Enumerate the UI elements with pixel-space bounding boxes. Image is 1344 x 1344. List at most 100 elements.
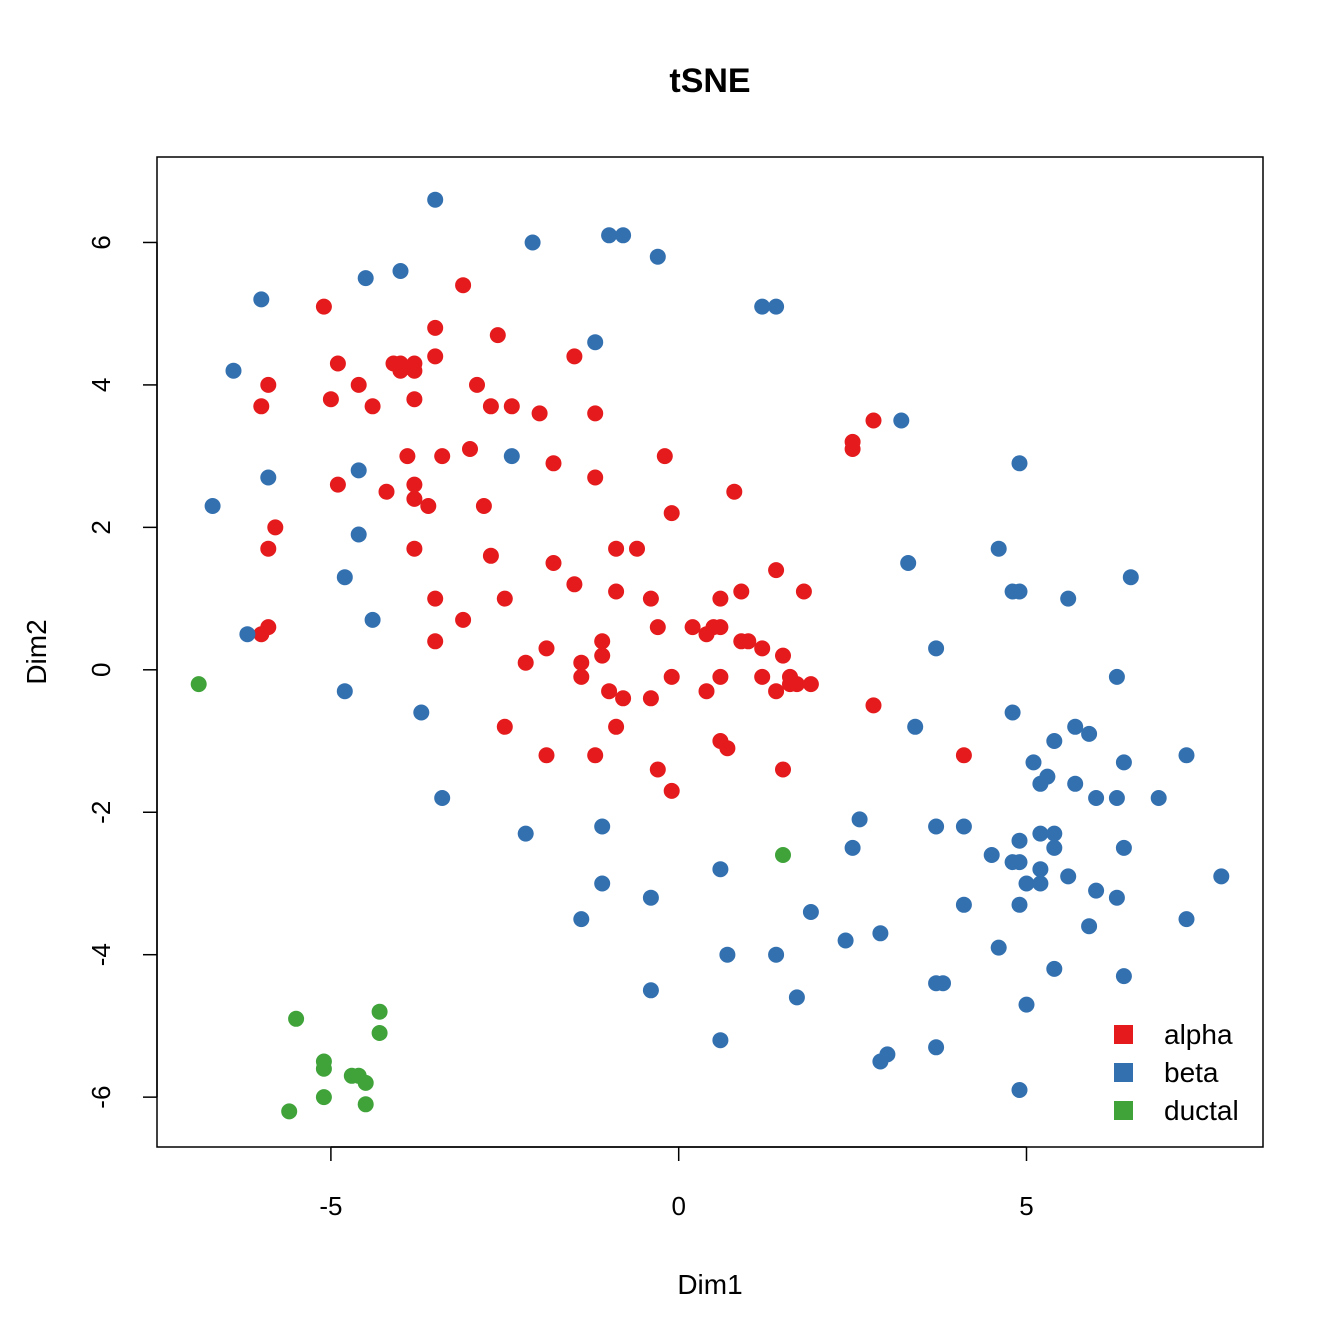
point-beta [935,975,951,992]
point-alpha [955,747,972,764]
point-beta [893,412,910,429]
x-axis: -5 0 5 [319,1146,1034,1221]
point-alpha [420,498,437,514]
point-beta [1088,882,1105,899]
point-beta [1018,875,1035,892]
point-alpha [795,583,812,600]
point-alpha [573,654,590,671]
point-ductal [357,1096,374,1113]
point-beta [1115,839,1132,856]
point-alpha [587,747,604,764]
point-alpha [740,633,757,650]
point-alpha [406,362,423,379]
point-beta [900,555,917,571]
point-beta [1108,889,1125,906]
point-alpha [455,277,472,294]
point-beta [955,818,972,835]
point-beta [1018,996,1035,1013]
point-alpha [865,412,882,429]
y-tick-label: 0 [86,663,116,677]
point-beta [1032,875,1049,892]
point-beta [1011,854,1028,871]
point-beta [649,248,666,265]
point-beta [768,298,785,315]
point-ductal [190,676,207,693]
point-beta [1213,868,1230,885]
point-alpha [378,483,395,500]
point-beta [1046,960,1063,977]
point-beta [719,946,736,963]
x-tick-label: -5 [319,1191,342,1221]
point-alpha [538,747,555,764]
point-alpha [482,398,499,415]
point-alpha [462,441,478,457]
point-alpha [594,647,611,664]
point-beta [1060,590,1077,607]
point-beta [879,1046,896,1063]
point-alpha [712,668,729,685]
y-tick-label: 4 [86,378,116,392]
point-beta [928,818,945,835]
point-beta [1011,896,1028,913]
point-alpha [329,476,346,493]
y-tick-label: -4 [86,943,116,966]
point-alpha [649,619,666,636]
point-beta [594,875,611,892]
point-alpha [260,540,277,557]
point-alpha [253,626,270,643]
point-alpha [775,761,791,778]
point-beta [260,469,277,486]
point-alpha [538,640,555,657]
point-beta [615,227,632,244]
point-beta [587,334,604,351]
point-beta [1011,455,1028,472]
point-alpha [427,319,444,336]
point-beta [1088,790,1105,806]
point-beta [1115,968,1132,985]
point-beta [517,825,534,842]
point-alpha [427,348,444,365]
point-alpha [322,391,339,408]
point-alpha [768,683,785,700]
point-ductal [281,1103,298,1120]
point-alpha [802,676,819,693]
point-beta [413,704,430,721]
x-tick-label: 5 [1019,1191,1033,1221]
point-ductal [315,1060,332,1077]
point-alpha [489,327,506,344]
point-beta [768,946,785,963]
point-alpha [573,668,590,685]
point-alpha [865,697,882,714]
legend-swatch-alpha [1114,1025,1133,1044]
legend-swatch-beta [1114,1063,1133,1082]
point-alpha [469,376,485,393]
point-alpha [427,633,444,650]
point-alpha [392,362,409,379]
point-beta [1178,911,1195,928]
point-beta [928,640,945,657]
point-alpha [260,376,277,393]
point-beta [1011,832,1028,849]
point-alpha [545,455,562,472]
legend: alpha beta ductal [1114,1019,1239,1126]
point-alpha [788,676,805,693]
point-alpha [406,540,423,557]
point-alpha [663,782,680,799]
point-beta [364,611,381,628]
point-alpha [315,298,332,315]
point-beta [392,263,409,279]
point-ductal [371,1025,388,1041]
point-alpha [406,490,423,507]
point-beta [1081,918,1098,935]
point-alpha [587,469,604,486]
point-beta [1108,790,1125,806]
point-ductal [357,1074,374,1091]
point-beta [1108,668,1125,685]
point-beta [1011,583,1028,600]
y-tick-label: 2 [86,520,116,534]
point-beta [642,982,659,999]
point-alpha [434,448,451,465]
point-beta [837,932,854,949]
point-alpha [427,590,444,607]
point-alpha [726,483,743,500]
